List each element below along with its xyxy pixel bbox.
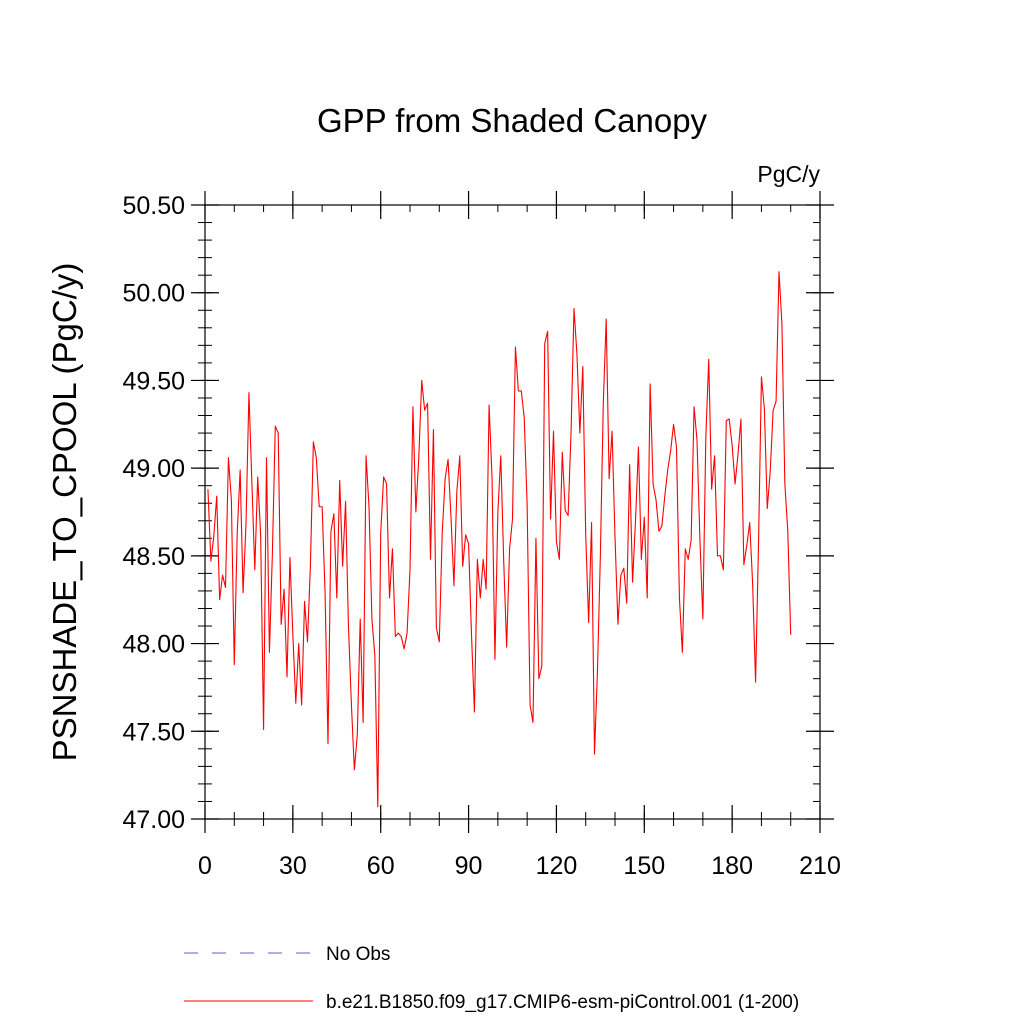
series-layer <box>207 271 792 808</box>
y-tick-label: 47.00 <box>122 806 185 834</box>
x-tick-label: 0 <box>198 852 212 880</box>
x-tick-labels: 0 30 60 90 120 150 180 210 <box>198 852 841 880</box>
x-tick-label: 120 <box>536 852 578 880</box>
x-tick-label: 90 <box>455 852 483 880</box>
y-tick-label: 50.00 <box>122 280 185 308</box>
y-tick-label: 49.00 <box>122 455 185 483</box>
legend-label-run: b.e21.B1850.f09_g17.CMIP6-esm-piControl.… <box>326 992 799 1013</box>
plot-frame <box>204 204 821 820</box>
units-label: PgC/y <box>757 161 820 187</box>
y-axis-label: PSNSHADE_TO_CPOOL (PgC/y) <box>46 263 83 762</box>
minor-ticks <box>198 204 821 826</box>
y-tick-label: 50.50 <box>122 192 185 220</box>
x-tick-label: 210 <box>799 852 841 880</box>
x-tick-label: 180 <box>711 852 753 880</box>
series-line-1 <box>207 271 792 808</box>
x-tick-label: 150 <box>623 852 665 880</box>
y-tick-label: 48.50 <box>122 543 185 571</box>
x-tick-label: 30 <box>279 852 307 880</box>
y-tick-label: 49.50 <box>122 367 185 395</box>
y-tick-label: 47.50 <box>122 718 185 746</box>
chart-title: GPP from Shaded Canopy <box>317 102 708 139</box>
y-tick-label: 48.00 <box>122 631 185 659</box>
x-tick-label: 60 <box>367 852 395 880</box>
legend-label-no-obs: No Obs <box>326 944 390 965</box>
y-tick-labels: 47.00 47.50 48.00 48.50 49.00 49.50 50.00 50.50 <box>122 192 185 834</box>
legend: No Obs b.e21.B1850.f09_g17.CMIP6-esm-piC… <box>184 944 799 1013</box>
